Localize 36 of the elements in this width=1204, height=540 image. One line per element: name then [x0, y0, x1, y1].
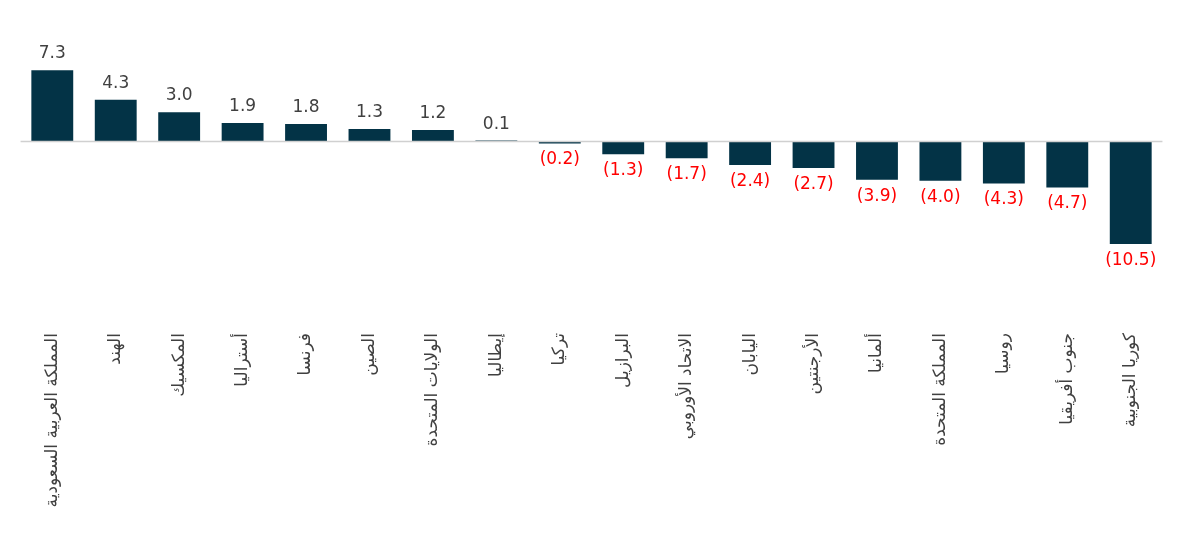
data-label: 7.3	[38, 42, 66, 63]
x-tick-label: الصين	[357, 333, 378, 376]
x-tick-label: الولايات المتحدة	[421, 333, 442, 447]
data-label: 1.3	[355, 100, 383, 121]
x-tick-label: إيطاليا	[484, 333, 505, 378]
x-tick-label: المملكة المتحدة	[928, 333, 949, 446]
x-tick-label: كوريا الجنوبية	[1119, 332, 1140, 428]
data-label: 1.9	[229, 94, 257, 115]
data-label: 3.0	[165, 84, 193, 105]
data-label: (3.9)	[856, 184, 898, 205]
data-label: 0.1	[482, 112, 510, 133]
x-tick-label: فرنسا	[294, 333, 315, 376]
data-label: 4.3	[102, 71, 130, 92]
data-label: (4.7)	[1047, 192, 1088, 213]
x-tick-label: الهند	[104, 333, 126, 365]
data-label: (2.4)	[729, 169, 771, 190]
data-label: (4.0)	[920, 185, 961, 206]
data-label: (1.3)	[603, 159, 644, 180]
data-label: (0.2)	[539, 148, 580, 169]
x-tick-label: تركيا	[548, 332, 569, 366]
data-label: (1.7)	[666, 163, 707, 184]
data-label: 1.2	[419, 101, 447, 122]
data-label: (10.5)	[1105, 249, 1157, 269]
data-label: (2.7)	[793, 172, 834, 193]
x-tick-label: البرازيل	[611, 333, 632, 388]
x-tick-label: جنوب أفريقيا	[1054, 333, 1076, 425]
x-tick-label: اليابان	[738, 333, 759, 376]
x-tick-label: المملكة العربية السعودية	[40, 333, 61, 508]
x-tick-label: أستراليا	[230, 333, 252, 387]
data-label: (4.3)	[983, 188, 1025, 209]
x-tick-label: روسيا	[992, 333, 1013, 374]
x-tick-label: الأرجنتين	[801, 333, 822, 395]
x-tick-label: المكسيك	[167, 333, 188, 397]
x-tick-label: ألمانيا	[864, 333, 886, 373]
data-label: 1.8	[292, 95, 320, 116]
x-tick-label: الاتحاد الأوروبي	[675, 333, 697, 440]
